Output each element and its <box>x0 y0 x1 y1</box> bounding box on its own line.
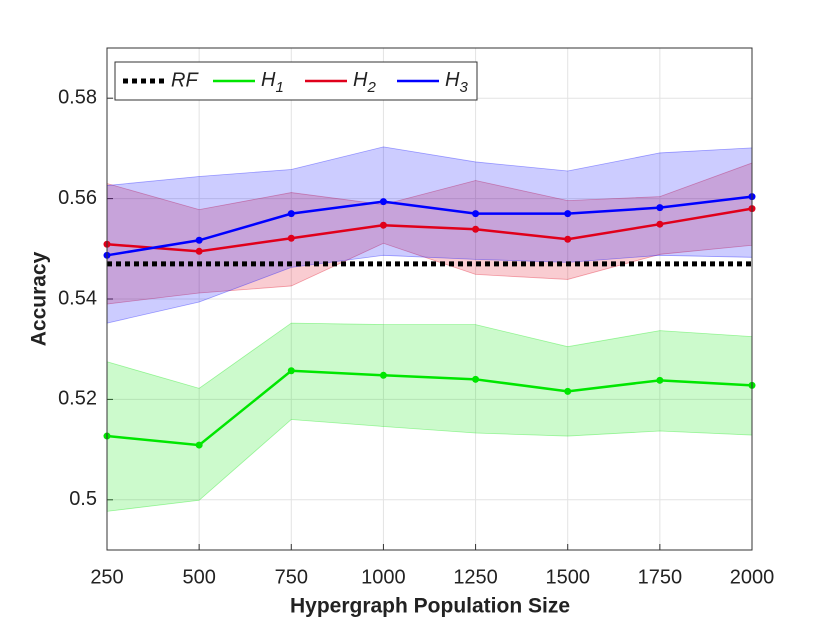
data-point <box>287 210 295 218</box>
legend-label: H1 <box>261 69 284 96</box>
data-point <box>195 236 203 244</box>
error-band <box>106 146 753 324</box>
legend: RF H1 H2 H3 <box>114 61 478 101</box>
legend-label: H2 <box>353 69 376 96</box>
legend-label: RF <box>171 69 199 91</box>
data-point <box>564 387 572 395</box>
y-axis-label: Accuracy <box>28 251 51 346</box>
x-tick-label: 250 <box>90 566 123 588</box>
x-tick-label: 2000 <box>730 566 775 588</box>
data-point <box>472 225 480 233</box>
plot-frame <box>106 47 753 551</box>
x-tick-label: 1500 <box>545 566 590 588</box>
y-tick-label: 0.54 <box>58 287 97 309</box>
y-tick-label: 0.52 <box>58 388 97 410</box>
series-line <box>106 369 753 447</box>
data-point <box>287 367 295 375</box>
x-tick-label: 750 <box>275 566 308 588</box>
data-point <box>656 220 664 228</box>
error-band <box>106 322 753 512</box>
data-point <box>379 198 387 206</box>
data-point <box>656 376 664 384</box>
data-point <box>195 247 203 255</box>
data-point <box>656 204 664 212</box>
x-axis-label: Hypergraph Population Size <box>290 595 570 618</box>
data-point <box>379 221 387 229</box>
data-point <box>564 210 572 218</box>
x-tick-label: 1000 <box>361 566 406 588</box>
series-line <box>106 207 753 253</box>
x-tick-label: 1250 <box>453 566 498 588</box>
y-tick-label: 0.5 <box>69 488 97 510</box>
data-point <box>472 210 480 218</box>
data-point <box>564 235 572 243</box>
series-line <box>106 195 753 257</box>
legend-label: H3 <box>445 69 468 96</box>
data-point <box>287 234 295 242</box>
data-point <box>472 375 480 383</box>
data-point <box>195 441 203 449</box>
x-tick-label: 500 <box>182 566 215 588</box>
y-tick-label: 0.56 <box>58 187 97 209</box>
x-tick-label: 1750 <box>638 566 683 588</box>
y-tick-label: 0.58 <box>58 86 97 108</box>
data-point <box>379 371 387 379</box>
